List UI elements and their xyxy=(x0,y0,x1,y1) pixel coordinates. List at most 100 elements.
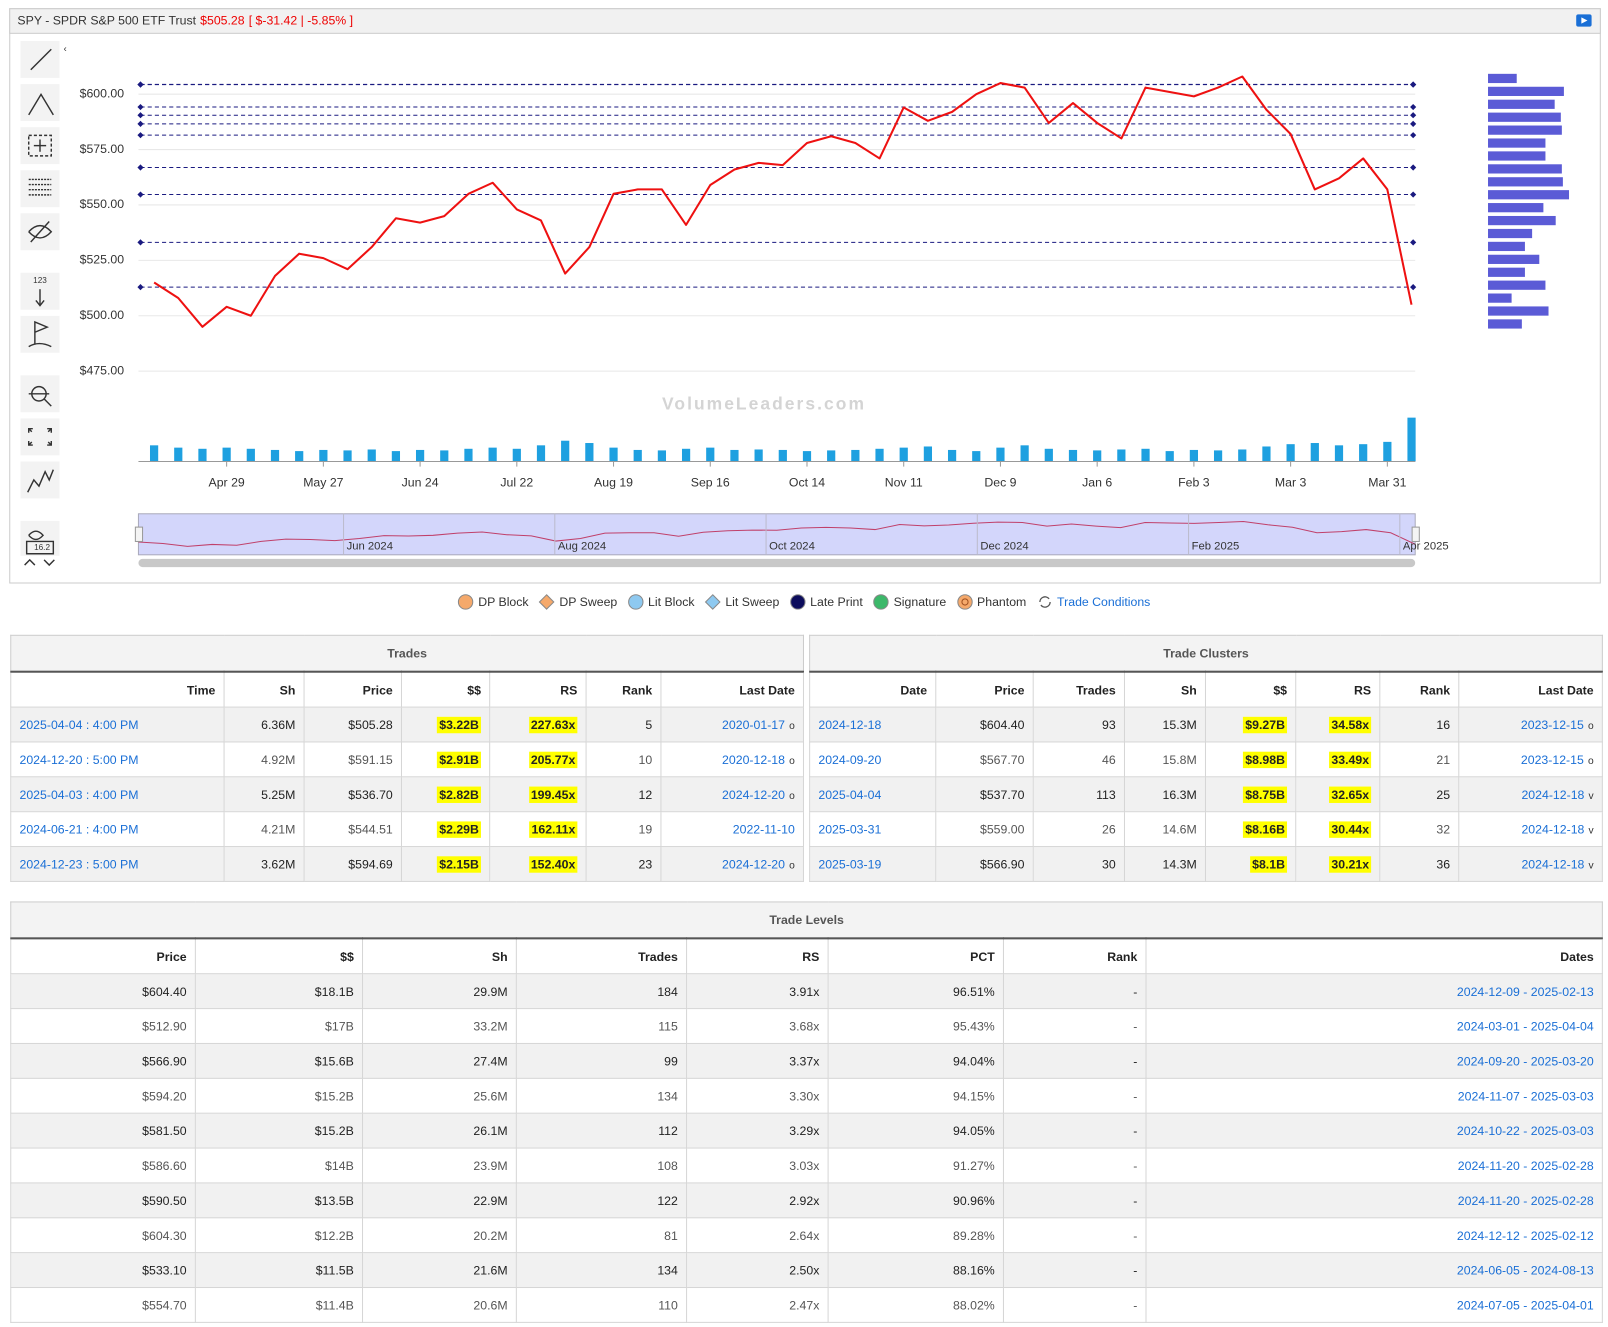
column-header[interactable]: Sh xyxy=(362,937,517,975)
level-marker xyxy=(1410,164,1417,171)
column-header[interactable]: Price xyxy=(10,937,196,975)
tool-counter[interactable] xyxy=(20,272,60,310)
column-header[interactable]: Rank xyxy=(1002,937,1147,975)
navigator-handle[interactable] xyxy=(134,526,144,542)
link[interactable]: 2025-04-04 : 4:00 PM xyxy=(19,717,139,732)
link[interactable]: 2024-10-22 - 2025-03-03 xyxy=(1456,1123,1594,1138)
tool-select[interactable] xyxy=(20,127,60,165)
table-cell: $594.69 xyxy=(303,846,402,882)
navigator-handle[interactable] xyxy=(1411,526,1420,542)
tool-up[interactable] xyxy=(24,558,36,566)
table-cell: 32.65x xyxy=(1295,776,1381,813)
table-cell: 10 xyxy=(585,741,662,778)
link[interactable]: 2020-12-18 xyxy=(722,752,785,767)
link[interactable]: 2024-12-09 - 2025-02-13 xyxy=(1456,983,1594,999)
link[interactable]: 2025-03-31 xyxy=(818,821,882,837)
legend-item[interactable]: Signature xyxy=(873,594,946,610)
cell-text: 3.29x xyxy=(789,1123,820,1138)
legend-item[interactable]: DP Sweep xyxy=(539,594,617,610)
legend-item[interactable]: Late Print xyxy=(790,594,863,610)
link[interactable]: 2024-12-12 - 2025-02-12 xyxy=(1456,1228,1594,1243)
tool-hide[interactable] xyxy=(20,213,60,251)
tool-zoom[interactable] xyxy=(20,375,60,413)
column-header[interactable]: Sh xyxy=(1123,671,1206,708)
tool-line[interactable] xyxy=(20,41,60,78)
column-header[interactable]: RS xyxy=(1295,671,1381,708)
link[interactable]: 2024-12-18 xyxy=(818,717,882,732)
cell-text: $536.70 xyxy=(348,787,393,802)
column-header[interactable]: Sh xyxy=(223,671,305,708)
tool-triangle[interactable] xyxy=(20,84,60,122)
link[interactable]: 2024-12-18 xyxy=(1521,787,1585,802)
profile-bar xyxy=(1488,319,1522,329)
column-header[interactable]: Rank xyxy=(1379,671,1460,708)
volume-bar xyxy=(972,451,981,462)
column-header[interactable]: $$ xyxy=(194,937,364,975)
tool-fib[interactable] xyxy=(20,170,60,208)
tool-flag[interactable] xyxy=(20,315,60,353)
table-cell: 2024-07-05 - 2025-04-01 xyxy=(1145,1287,1603,1323)
legend-marker xyxy=(628,594,644,610)
link[interactable]: 2024-11-20 - 2025-02-28 xyxy=(1457,1158,1594,1173)
column-header[interactable]: Time xyxy=(10,671,225,708)
column-header[interactable]: $$ xyxy=(1204,671,1297,708)
volume-bar xyxy=(1310,443,1319,462)
tool-down[interactable] xyxy=(43,559,55,567)
column-header[interactable]: Price xyxy=(935,671,1034,708)
column-header[interactable]: Rank xyxy=(585,671,662,708)
column-header[interactable]: RS xyxy=(686,937,829,975)
tool-indicator[interactable] xyxy=(20,461,60,499)
link[interactable]: 2024-06-05 - 2024-08-13 xyxy=(1456,1262,1594,1278)
link[interactable]: 2022-11-10 xyxy=(732,821,795,837)
legend-label: Lit Block xyxy=(648,594,695,610)
legend-item[interactable]: Trade Conditions xyxy=(1037,594,1150,610)
link[interactable]: 2025-04-04 xyxy=(818,787,882,802)
column-header[interactable]: Trades xyxy=(515,937,688,975)
legend-item[interactable]: Lit Block xyxy=(628,594,695,610)
toolbar-collapse[interactable]: ‹ xyxy=(64,44,67,54)
legend-item[interactable]: Lit Sweep xyxy=(705,594,779,610)
table-cell: 227.63x xyxy=(489,706,587,743)
table-cell: 2025-04-03 : 4:00 PM xyxy=(10,776,225,813)
table-cell: 81 xyxy=(515,1217,688,1254)
link[interactable]: 2024-12-18 xyxy=(1521,821,1585,837)
link[interactable]: 2024-12-20 xyxy=(722,787,785,802)
link[interactable]: 2023-12-15 xyxy=(1520,752,1584,767)
column-header[interactable]: Date xyxy=(809,671,937,708)
column-header[interactable]: Dates xyxy=(1145,937,1603,975)
link[interactable]: 2024-09-20 xyxy=(818,752,882,767)
link[interactable]: 2024-12-23 : 5:00 PM xyxy=(19,856,139,872)
link[interactable]: 2024-11-20 - 2025-02-28 xyxy=(1457,1193,1594,1208)
link[interactable]: 2024-12-20 : 5:00 PM xyxy=(19,752,139,767)
link[interactable]: 2025-03-19 xyxy=(818,856,882,872)
link[interactable]: 2023-12-15 xyxy=(1520,717,1584,732)
table-cell: 2025-03-31 xyxy=(809,811,937,848)
column-header[interactable]: PCT xyxy=(827,937,1004,975)
tool-fullscreen[interactable] xyxy=(20,418,60,456)
column-header[interactable]: Trades xyxy=(1032,671,1125,708)
cell-text: 91.27% xyxy=(953,1158,995,1173)
link[interactable]: 2024-03-01 - 2025-04-04 xyxy=(1456,1018,1594,1034)
column-header[interactable]: Price xyxy=(303,671,402,708)
cell-text: 112 xyxy=(658,1123,678,1138)
link[interactable]: 2024-09-20 - 2025-03-20 xyxy=(1456,1053,1594,1069)
cell-text: 23.9M xyxy=(473,1158,508,1173)
link[interactable]: 2020-01-17 xyxy=(722,717,785,732)
column-header[interactable]: Last Date xyxy=(660,671,805,708)
legend-item[interactable]: Phantom xyxy=(957,594,1026,610)
link[interactable]: 2024-06-21 : 4:00 PM xyxy=(19,821,139,837)
column-header[interactable]: RS xyxy=(489,671,587,708)
legend-item[interactable]: DP Block xyxy=(458,594,529,610)
volume-bar xyxy=(561,440,570,462)
link[interactable]: 2024-12-18 xyxy=(1521,856,1585,872)
link[interactable]: 2024-07-05 - 2025-04-01 xyxy=(1456,1297,1594,1313)
link[interactable]: 2024-12-20 xyxy=(722,856,785,872)
link[interactable]: 2025-04-03 : 4:00 PM xyxy=(19,787,139,802)
link[interactable]: 2024-11-07 - 2025-03-03 xyxy=(1457,1088,1594,1103)
column-header[interactable]: $$ xyxy=(400,671,491,708)
tool-value[interactable] xyxy=(20,520,60,556)
column-header[interactable]: Last Date xyxy=(1458,671,1603,708)
volume-bar xyxy=(778,449,787,462)
scrollbar[interactable] xyxy=(138,558,1416,568)
